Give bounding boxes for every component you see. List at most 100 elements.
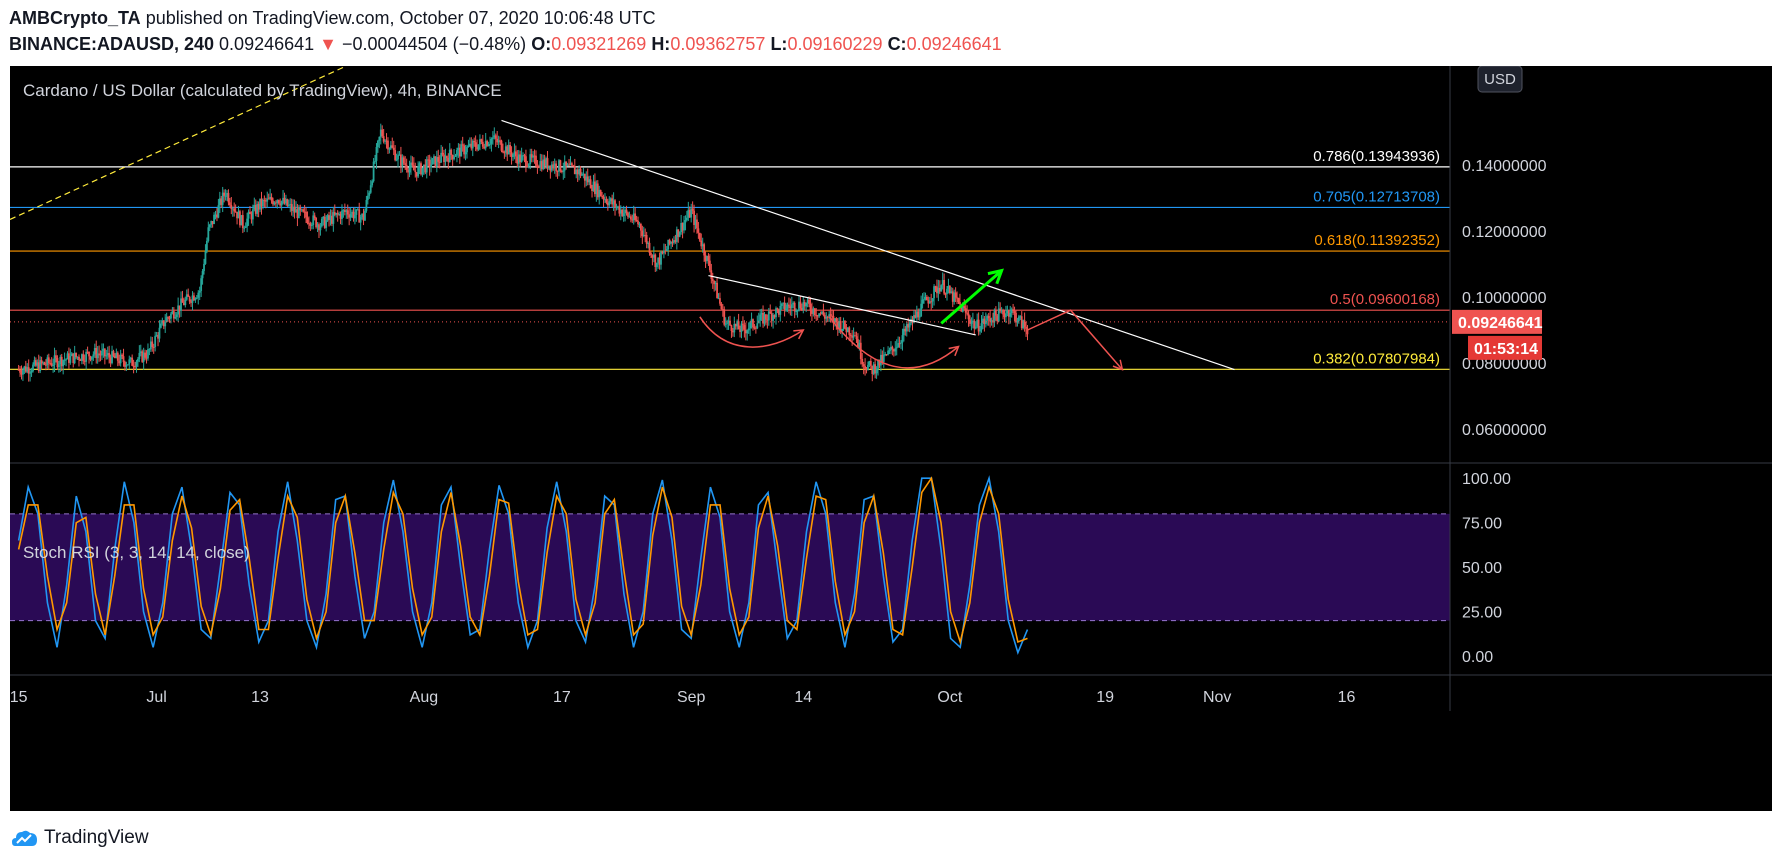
chart-canvas[interactable]: 0.786(0.13943936) 0.705(0.12713708) 0.618(… <box>10 65 1772 811</box>
candle-body <box>368 192 371 196</box>
candle-body <box>822 311 825 316</box>
candle-body <box>421 167 424 175</box>
author-name[interactable]: AMBCrypto_TA <box>9 8 141 28</box>
candle <box>514 145 517 164</box>
candle <box>96 346 99 364</box>
candle <box>951 287 954 308</box>
candle <box>637 216 639 228</box>
tradingview-footer[interactable]: TradingView <box>12 825 149 851</box>
candle <box>72 353 75 368</box>
candle <box>576 168 579 182</box>
fib-level-label-2: 0.618(0.11392352) <box>1314 232 1440 249</box>
candle <box>512 153 514 161</box>
candle-body <box>468 143 471 146</box>
candle <box>444 148 447 166</box>
candle <box>454 153 457 157</box>
candle <box>800 303 803 312</box>
candle-body <box>411 162 414 166</box>
candle-body <box>404 163 407 165</box>
candle <box>277 199 280 205</box>
candle <box>954 287 957 303</box>
candle <box>796 309 799 318</box>
candle <box>112 349 115 358</box>
candle <box>155 331 158 337</box>
time-axis-tick: 15 <box>10 689 28 706</box>
candle-body <box>381 129 384 137</box>
candle <box>448 143 451 163</box>
candle-body <box>422 164 425 168</box>
candle <box>217 198 220 219</box>
candle <box>852 327 855 341</box>
candle-body <box>366 195 369 200</box>
candle <box>352 207 355 222</box>
candle <box>721 304 724 317</box>
candle-body <box>809 303 812 311</box>
candle <box>957 297 960 304</box>
candle <box>793 301 796 319</box>
candle <box>720 301 723 310</box>
candle <box>59 354 62 373</box>
candle <box>533 149 536 164</box>
candle <box>338 211 341 216</box>
candle-body <box>151 341 154 348</box>
candle <box>103 348 106 365</box>
candle-body <box>956 297 958 299</box>
candle <box>664 243 667 255</box>
candle-body <box>668 239 671 244</box>
candle <box>816 314 819 321</box>
currency-badge[interactable] <box>1477 65 1523 93</box>
candle <box>405 158 408 173</box>
candle-body <box>137 358 139 362</box>
candle <box>299 204 302 216</box>
candle <box>223 189 226 203</box>
candle-body <box>56 357 59 368</box>
candle-body <box>586 176 589 183</box>
candle-body <box>783 302 786 311</box>
candle-body <box>309 223 312 226</box>
candle-body <box>944 293 947 295</box>
candle <box>823 312 826 326</box>
candle-body <box>239 211 241 226</box>
candle <box>1000 307 1003 314</box>
candle-body <box>691 208 694 211</box>
candle <box>70 352 73 357</box>
candle <box>624 207 626 222</box>
candle <box>221 186 224 213</box>
time-axis-tick: 14 <box>794 689 812 706</box>
candle-body <box>20 372 23 375</box>
candle <box>102 343 105 358</box>
candle <box>647 241 649 249</box>
candle <box>318 222 320 239</box>
candle <box>799 295 802 310</box>
candle-body <box>946 288 948 294</box>
candle-body <box>608 201 611 206</box>
candle <box>333 204 336 217</box>
candle <box>573 158 576 175</box>
candle-body <box>514 151 517 157</box>
candle <box>422 164 425 176</box>
annotation-green-arrow <box>940 269 1003 325</box>
candle-body <box>231 208 234 210</box>
candle <box>773 314 776 319</box>
candle-body <box>276 200 279 203</box>
candle-body <box>1016 321 1019 323</box>
candle-body <box>779 305 782 315</box>
candle <box>868 360 871 368</box>
chart-frame[interactable]: 0.786(0.13943936) 0.705(0.12713708) 0.618(… <box>10 65 1772 811</box>
candle-body <box>766 319 769 321</box>
candle-body <box>890 346 892 351</box>
candle-body <box>441 152 444 155</box>
candle-body <box>318 224 320 231</box>
candle <box>312 210 315 230</box>
candle <box>362 208 365 226</box>
candle <box>1002 308 1004 320</box>
candle-body <box>950 291 953 294</box>
candle <box>941 272 944 290</box>
candle-body <box>359 217 362 223</box>
candle-body <box>927 300 930 304</box>
candle-body <box>789 306 792 309</box>
candle-body <box>351 211 353 215</box>
candle-body <box>274 202 277 204</box>
candle <box>237 205 240 219</box>
candle-body <box>654 254 657 267</box>
